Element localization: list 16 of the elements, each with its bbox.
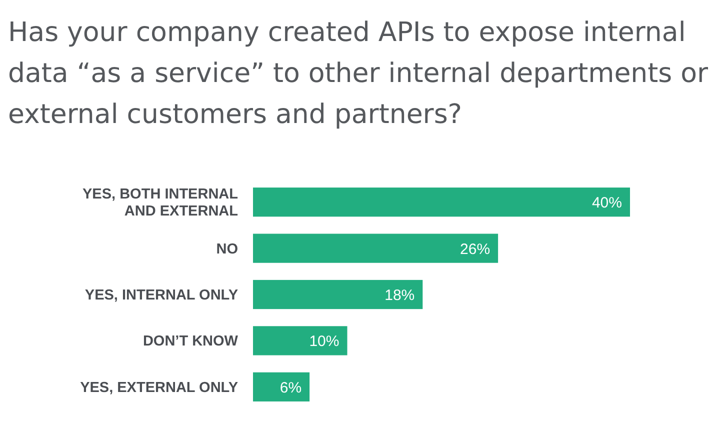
- bar: [253, 188, 630, 217]
- y-tick-label: DON’T KNOW: [142, 334, 238, 350]
- data-label: 10%: [309, 333, 340, 350]
- chart-title: Has your company created APIs to expose internal data “as a service” to other internal departments or external customers and partners?: [8, 17, 710, 130]
- data-label: 26%: [460, 240, 490, 258]
- bar: [253, 326, 348, 356]
- data-label: 6%: [280, 379, 302, 396]
- y-tick-label: YES, EXTERNAL ONLY: [80, 380, 238, 396]
- bar: [253, 280, 423, 310]
- data-label: 18%: [384, 287, 415, 304]
- y-tick-label: YES, BOTH INTERNAL AND EXTERNAL: [82, 186, 238, 220]
- bar: [253, 234, 498, 263]
- data-label: 40%: [592, 194, 622, 212]
- bar: [253, 372, 310, 402]
- y-tick-label: YES, INTERNAL ONLY: [84, 288, 238, 304]
- y-tick-label: NO: [216, 241, 238, 258]
